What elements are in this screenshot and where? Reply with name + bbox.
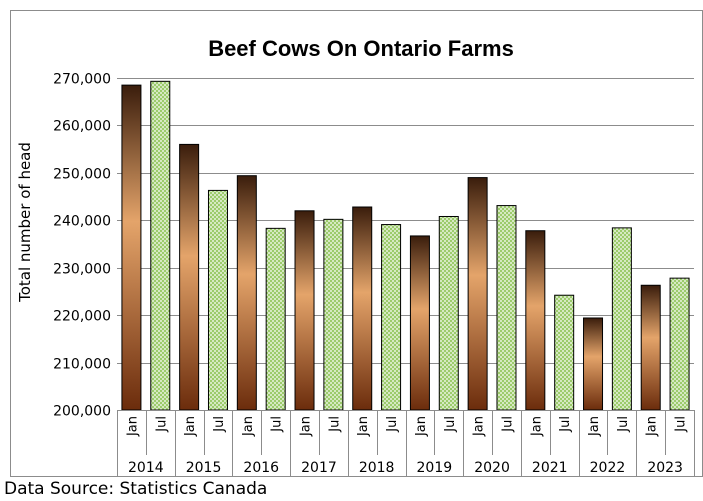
y-tick-label: 260,000 xyxy=(53,119,111,135)
x-tick-label-month: Jan xyxy=(299,416,314,437)
bars xyxy=(121,80,690,411)
y-axis-ticks: 200,000 210,000 220,000 230,000 240,000 250,0… xyxy=(53,72,111,420)
x-tick-label-month: Jan xyxy=(356,416,371,437)
data-source-note: Data Source: Statistics Canada xyxy=(4,479,268,499)
y-tick-label: 230,000 xyxy=(53,262,111,278)
y-tick-label: 250,000 xyxy=(53,167,111,183)
x-tick-label-year: 2021 xyxy=(532,460,568,476)
x-tick-label-month: Jul xyxy=(616,416,631,433)
y-tick-label: 240,000 xyxy=(53,214,111,230)
bar-jul xyxy=(207,189,228,411)
bar-jul xyxy=(554,294,575,411)
x-tick-label-month: Jan xyxy=(241,416,256,437)
bar-jan xyxy=(121,84,142,411)
bar-jul xyxy=(150,80,171,411)
bar-jan xyxy=(179,143,200,411)
bar-jan xyxy=(236,175,257,411)
x-tick-label-year: 2014 xyxy=(128,460,164,476)
x-axis: Jan Jul Jan Jul Jan Jul Jan Jul Jan Jul Jan Jul Jan J… xyxy=(117,410,695,476)
y-tick-label: 200,000 xyxy=(53,404,111,420)
x-tick-label-month: Jan xyxy=(183,416,198,437)
bar-jul xyxy=(323,218,344,411)
bar-jul xyxy=(496,205,517,411)
y-tick-label: 210,000 xyxy=(53,357,111,373)
x-tick-label-month: Jan xyxy=(414,416,429,437)
x-tick-label-month: Jan xyxy=(125,416,140,437)
bar-jan xyxy=(467,177,488,411)
x-tick-label-year: 2018 xyxy=(359,460,395,476)
gridlines xyxy=(117,78,694,411)
x-tick-label-month: Jul xyxy=(212,416,227,433)
x-tick-label-month: Jan xyxy=(529,416,544,437)
x-tick-label-year: 2023 xyxy=(647,460,683,476)
x-tick-label-month: Jul xyxy=(385,416,400,433)
y-tick-label: 270,000 xyxy=(53,72,111,88)
bar-jan xyxy=(640,284,661,411)
x-tick-label-month: Jul xyxy=(270,416,285,433)
x-tick-label-month: Jul xyxy=(154,416,169,433)
bar-chart: Beef Cows On Ontario Farms Total number … xyxy=(10,10,703,477)
x-tick-label-year: 2022 xyxy=(590,460,626,476)
x-tick-label-year: 2015 xyxy=(186,460,222,476)
x-tick-label-month: Jul xyxy=(443,416,458,433)
bar-jul xyxy=(669,277,690,411)
bar-jul xyxy=(438,215,459,411)
bar-jul xyxy=(381,224,402,411)
x-tick-label-month: Jul xyxy=(500,416,515,433)
bar-jan xyxy=(294,210,315,411)
bar-jul xyxy=(611,227,632,411)
x-tick-label-year: 2020 xyxy=(474,460,510,476)
x-tick-label-month: Jul xyxy=(674,416,689,433)
bar-jan xyxy=(409,235,430,411)
y-axis-label: Total number of head xyxy=(16,142,34,303)
chart-title: Beef Cows On Ontario Farms xyxy=(208,36,514,61)
x-tick-label-year: 2016 xyxy=(243,460,279,476)
x-tick-label-month: Jul xyxy=(558,416,573,433)
y-tick-label: 220,000 xyxy=(53,309,111,325)
x-tick-label-year: 2019 xyxy=(417,460,453,476)
x-tick-label-month: Jan xyxy=(472,416,487,437)
x-tick-label-month: Jul xyxy=(327,416,342,433)
x-tick-label-month: Jan xyxy=(645,416,660,437)
bar-jan xyxy=(583,317,604,411)
x-tick-label-month: Jan xyxy=(587,416,602,437)
bar-jan xyxy=(525,230,546,411)
bar-jan xyxy=(352,206,373,411)
bar-jul xyxy=(265,227,286,411)
x-tick-label-year: 2017 xyxy=(301,460,337,476)
